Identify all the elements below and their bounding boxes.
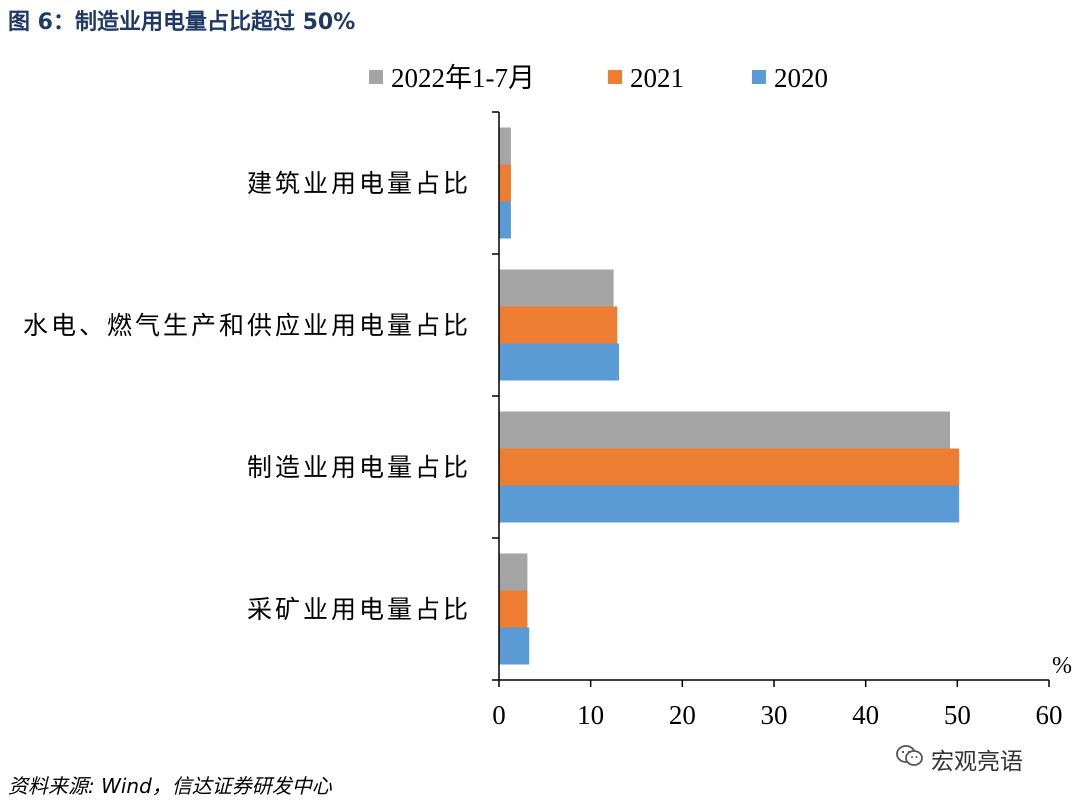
bar-4-3: [499, 627, 530, 665]
legend-label: 2021: [630, 63, 684, 93]
figure-title: 图 6：制造业用电量占比超过 50%: [8, 10, 356, 35]
legend-swatch: [608, 70, 622, 84]
x-tick-label: 10: [577, 700, 604, 730]
bar-4-2: [499, 590, 528, 628]
source-note: 资料来源: Wind，信达证券研发中心: [8, 774, 332, 798]
chart-bars: [499, 127, 960, 665]
legend-label: 2022年1-7月: [391, 63, 535, 93]
bar-1-1: [499, 127, 511, 165]
x-tick-label: 40: [852, 700, 879, 730]
x-tick-label: 0: [492, 700, 506, 730]
bar-4-1: [499, 553, 528, 591]
legend-swatch: [369, 70, 383, 84]
bar-1-2: [499, 164, 511, 202]
legend-swatch: [752, 70, 766, 84]
legend-label: 2020: [774, 63, 828, 93]
chart-legend: 2022年1-7月 2021 2020: [369, 63, 828, 93]
category-label: 建筑业用电量占比: [247, 169, 471, 198]
x-unit-label: %: [1052, 653, 1072, 679]
bar-2-3: [499, 343, 620, 381]
x-tick-label: 30: [761, 700, 788, 730]
bar-2-2: [499, 306, 618, 344]
category-label: 制造业用电量占比: [247, 453, 471, 482]
watermark: 宏观亮语: [895, 742, 1023, 776]
bar-3-3: [499, 485, 960, 523]
x-tick-labels: 0 10 20 30 40 50 60: [492, 700, 1062, 730]
x-tick-label: 50: [944, 700, 971, 730]
bar-3-2: [499, 448, 960, 486]
category-label: 采矿业用电量占比: [247, 595, 471, 624]
category-label: 水电、燃气生产和供应业用电量占比: [23, 311, 471, 340]
bar-3-1: [499, 411, 950, 449]
x-tick-label: 60: [1036, 700, 1063, 730]
watermark-text: 宏观亮语: [931, 749, 1023, 775]
wechat-icon: [895, 743, 925, 775]
x-tick-label: 20: [669, 700, 696, 730]
chart-axes: %: [492, 111, 1072, 687]
bar-chart: 2022年1-7月 2021 2020 % 建筑业用电量占比水电、燃气生产和供应业用…: [23, 63, 1072, 730]
bar-1-3: [499, 201, 511, 239]
bar-2-1: [499, 269, 614, 307]
